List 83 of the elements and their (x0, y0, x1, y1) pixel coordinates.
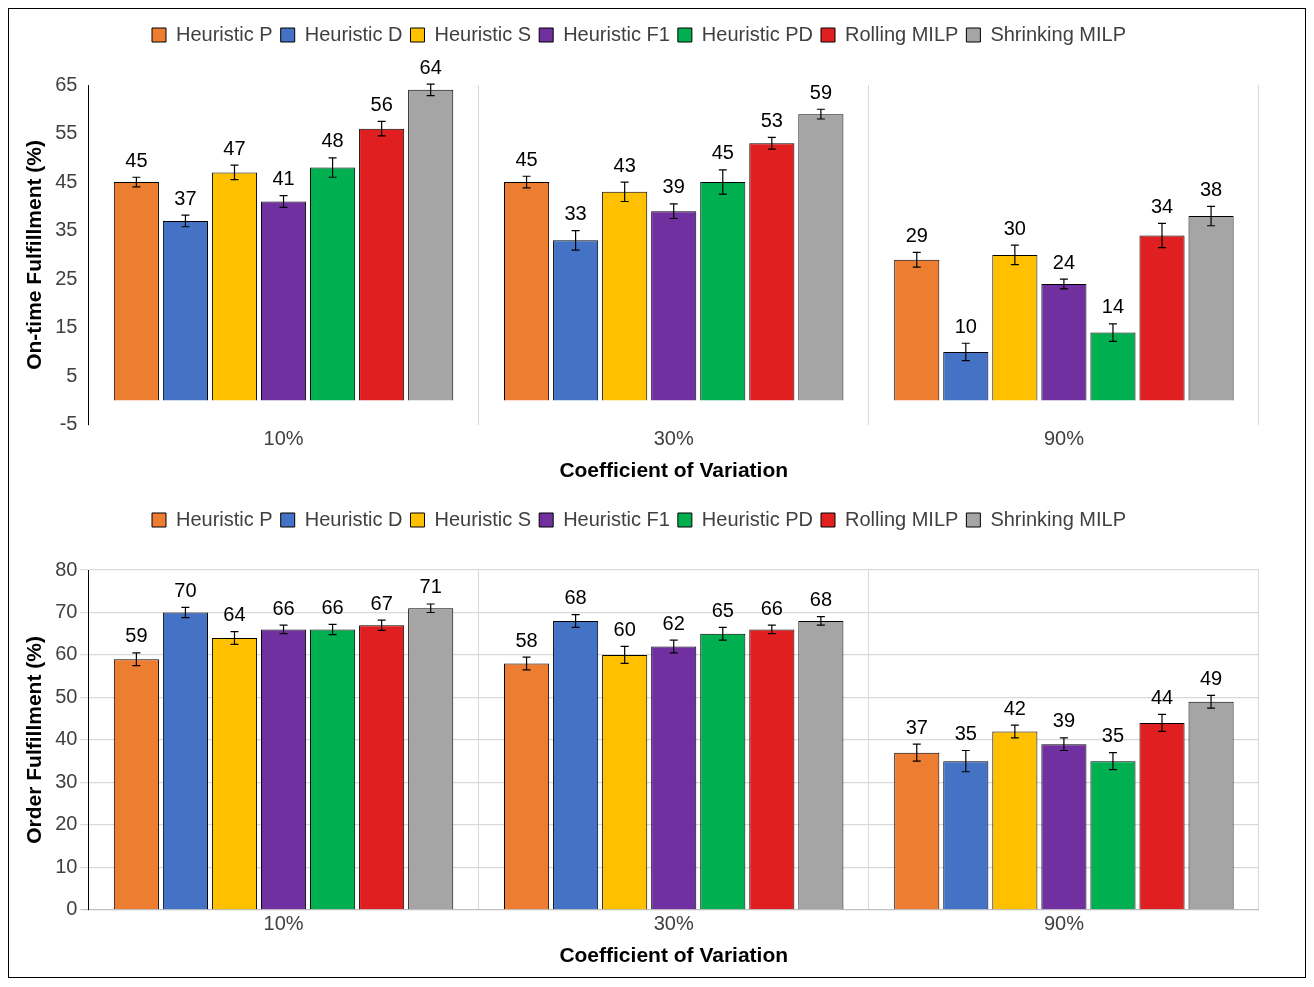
x-tick-label: 10% (263, 912, 304, 935)
legend-label: Heuristic P (176, 22, 273, 45)
y-tick-label: 0 (66, 897, 78, 920)
y-tick-label: 45 (55, 169, 78, 192)
y-tick-label: 40 (55, 727, 78, 750)
data-label: 39 (1052, 709, 1076, 732)
y-tick-label: 5 (66, 363, 78, 386)
data-label: 37 (905, 715, 928, 738)
data-label: 33 (564, 202, 587, 225)
data-label: 66 (272, 596, 295, 619)
data-label: 56 (370, 92, 393, 115)
data-label: 43 (613, 153, 636, 176)
y-tick-label: 70 (55, 599, 78, 622)
data-label: 35 (1101, 724, 1125, 747)
data-label: 39 (662, 175, 685, 198)
data-label: 42 (1003, 696, 1026, 719)
x-axis-title: Coefficient of Variation (559, 943, 789, 967)
data-label: 14 (1101, 295, 1125, 318)
x-tick-label: 30% (653, 912, 694, 935)
data-label: 35 (954, 722, 977, 745)
data-label: 30 (1003, 216, 1026, 239)
data-label: 34 (1150, 194, 1174, 217)
y-tick-label: 55 (55, 121, 78, 144)
legend-label: Heuristic F1 (563, 22, 670, 45)
y-tick-label: -5 (59, 412, 78, 435)
x-tick-label: 10% (263, 427, 304, 450)
data-label: 66 (760, 596, 783, 619)
y-tick-label: 65 (55, 72, 78, 95)
data-label: 24 (1052, 250, 1076, 273)
legend-label: Heuristic S (434, 22, 532, 45)
legend-label: Shrinking MILP (990, 507, 1126, 530)
x-tick-label: 30% (653, 427, 694, 450)
legend-label: Shrinking MILP (990, 22, 1126, 45)
y-tick-label: 35 (55, 218, 78, 241)
data-label: 37 (174, 186, 197, 209)
data-label: 62 (662, 611, 685, 634)
data-label: 44 (1150, 685, 1174, 708)
y-tick-label: 10 (55, 854, 78, 877)
y-tick-label: 50 (55, 684, 78, 707)
legend-label: Heuristic S (434, 507, 532, 530)
y-tick-label: 15 (55, 315, 78, 338)
legend-label: Heuristic PD (701, 507, 814, 530)
legend-label: Rolling MILP (845, 22, 959, 45)
data-label: 60 (613, 617, 636, 640)
legend-label: Heuristic D (304, 22, 403, 45)
y-tick-label: 60 (55, 642, 78, 665)
y-tick-label: 30 (55, 769, 78, 792)
legend-label: Heuristic D (304, 507, 403, 530)
data-label: 71 (419, 575, 442, 598)
x-axis-title: Coefficient of Variation (559, 458, 789, 482)
data-label: 38 (1199, 177, 1223, 200)
data-label: 66 (321, 595, 344, 618)
data-label: 59 (809, 80, 832, 103)
y-tick-label: 80 (55, 557, 78, 580)
data-label: 67 (370, 591, 393, 614)
x-tick-label: 90% (1043, 912, 1085, 935)
data-label: 58 (515, 628, 538, 651)
data-label: 64 (223, 603, 246, 626)
y-tick-label: 25 (55, 266, 78, 289)
data-label: 49 (1199, 666, 1223, 689)
data-label: 29 (905, 223, 928, 246)
data-label: 59 (125, 624, 148, 647)
data-label: 70 (174, 578, 197, 601)
y-axis-title: On-time Fulfillment (%) (22, 139, 46, 370)
legend-label: Heuristic F1 (563, 507, 670, 530)
legend-label: Heuristic PD (701, 22, 814, 45)
data-label: 45 (711, 141, 734, 164)
data-label: 47 (223, 136, 246, 159)
data-label: 53 (760, 108, 783, 131)
data-label: 65 (711, 598, 734, 621)
x-tick-label: 90% (1043, 427, 1085, 450)
data-label: 48 (321, 129, 344, 152)
data-label: 68 (564, 586, 587, 609)
data-label: 45 (125, 148, 148, 171)
data-label: 68 (809, 588, 832, 611)
data-label: 41 (272, 167, 295, 190)
y-tick-label: 20 (55, 812, 78, 835)
data-label: 10 (954, 314, 977, 337)
legend-label: Rolling MILP (845, 507, 959, 530)
data-label: 45 (515, 147, 538, 170)
legend-label: Heuristic P (176, 507, 273, 530)
y-axis-title: Order Fulfillment (%) (22, 636, 46, 844)
data-label: 64 (419, 55, 442, 78)
